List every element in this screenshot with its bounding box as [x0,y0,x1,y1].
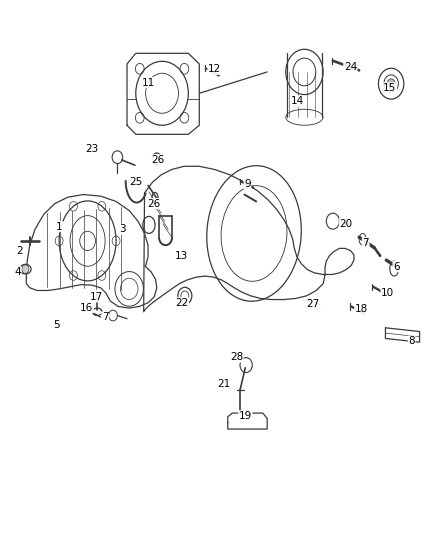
Text: 7: 7 [362,238,369,247]
Text: 2: 2 [16,246,23,255]
Text: 20: 20 [339,219,353,229]
Text: 5: 5 [53,320,60,330]
Text: 1: 1 [56,222,63,231]
Text: 27: 27 [307,299,320,309]
Text: 23: 23 [85,144,99,154]
Text: 12: 12 [208,64,221,74]
Text: 26: 26 [148,199,161,208]
Text: 16: 16 [80,303,93,312]
Text: 7: 7 [102,312,109,322]
Ellipse shape [387,79,395,88]
Text: 4: 4 [14,267,21,277]
Text: 24: 24 [344,62,357,71]
Text: 8: 8 [408,336,415,346]
Text: 18: 18 [355,304,368,314]
Text: 19: 19 [239,411,252,421]
Text: 6: 6 [393,262,400,271]
Text: 25: 25 [129,177,142,187]
Text: 10: 10 [381,288,394,298]
Text: 17: 17 [90,292,103,302]
Text: 26: 26 [151,155,164,165]
Circle shape [22,265,29,273]
Text: 22: 22 [175,298,188,308]
Text: 3: 3 [119,224,126,234]
Text: 9: 9 [244,179,251,189]
Text: 15: 15 [383,83,396,93]
Text: 13: 13 [175,251,188,261]
Text: 11: 11 [142,78,155,87]
Text: 28: 28 [230,352,243,362]
Text: 14: 14 [291,96,304,106]
Text: 21: 21 [217,379,230,389]
